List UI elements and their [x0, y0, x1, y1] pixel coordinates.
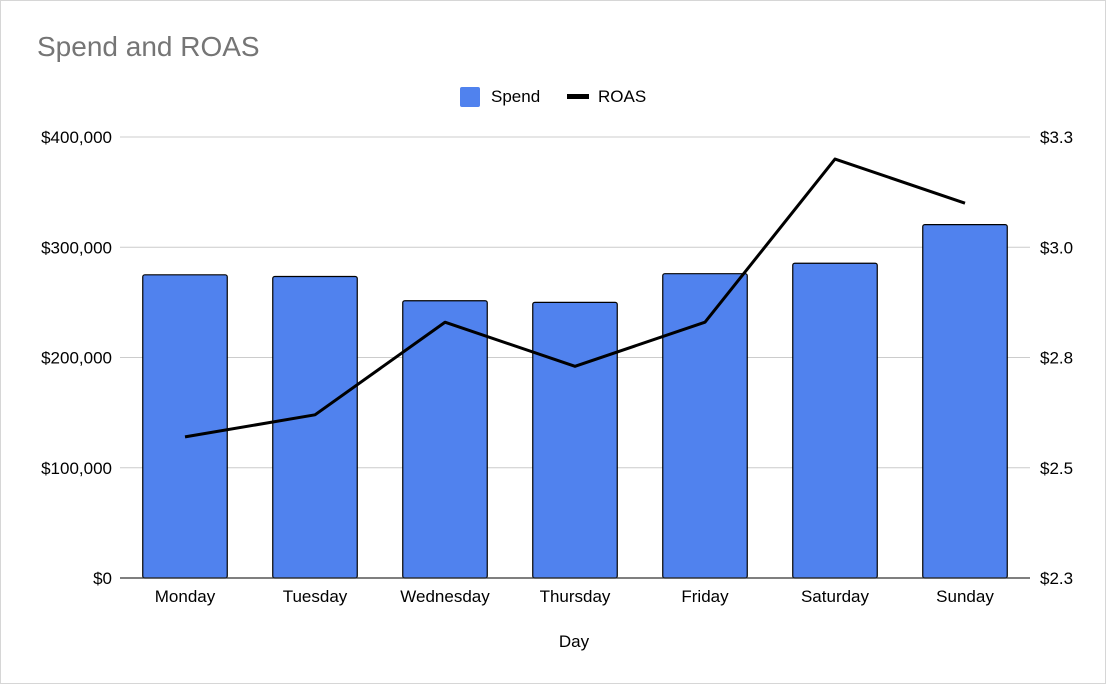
bar-spend-thursday — [532, 301, 618, 579]
right-tick-label: $2.5 — [1040, 459, 1073, 478]
bar-spend-tuesday — [272, 275, 358, 579]
legend-label-spend: Spend — [491, 87, 540, 106]
legend-label-roas: ROAS — [598, 87, 646, 106]
left-tick-label: $100,000 — [41, 459, 112, 478]
roas-line-layer — [184, 157, 966, 439]
right-tick-label: $3.0 — [1040, 238, 1073, 257]
right-axis: $2.3 $2.5 $2.8 $3.0 $3.3 — [1040, 128, 1073, 588]
legend-swatch-spend — [460, 87, 480, 107]
bar-spend-friday — [662, 273, 748, 579]
x-tick-label: Sunday — [936, 587, 994, 606]
legend-swatch-roas — [567, 94, 589, 99]
left-tick-label: $200,000 — [41, 349, 112, 368]
bar-spend-saturday — [792, 262, 878, 579]
left-tick-label: $400,000 — [41, 128, 112, 147]
bars — [142, 224, 1008, 579]
x-tick-label: Friday — [681, 587, 729, 606]
bar-spend-sunday — [922, 224, 1008, 579]
roas-line — [184, 157, 966, 439]
legend: Spend ROAS — [460, 87, 646, 107]
right-tick-label: $2.8 — [1040, 349, 1073, 368]
x-axis-title: Day — [559, 632, 590, 651]
bar-spend-monday — [142, 274, 228, 579]
x-tick-label: Thursday — [540, 587, 611, 606]
x-axis: Monday Tuesday Wednesday Thursday Friday Satu… — [120, 577, 1030, 606]
x-tick-label: Saturday — [801, 587, 870, 606]
chart-title: Spend and ROAS — [37, 31, 260, 62]
right-tick-label: $2.3 — [1040, 569, 1073, 588]
left-tick-label: $300,000 — [41, 238, 112, 257]
left-axis: $0 $100,000 $200,000 $300,000 $400,000 — [41, 128, 112, 588]
right-tick-label: $3.3 — [1040, 128, 1073, 147]
x-tick-label: Wednesday — [400, 587, 490, 606]
left-tick-label: $0 — [93, 569, 112, 588]
x-tick-label: Tuesday — [283, 587, 348, 606]
x-tick-label: Monday — [155, 587, 216, 606]
